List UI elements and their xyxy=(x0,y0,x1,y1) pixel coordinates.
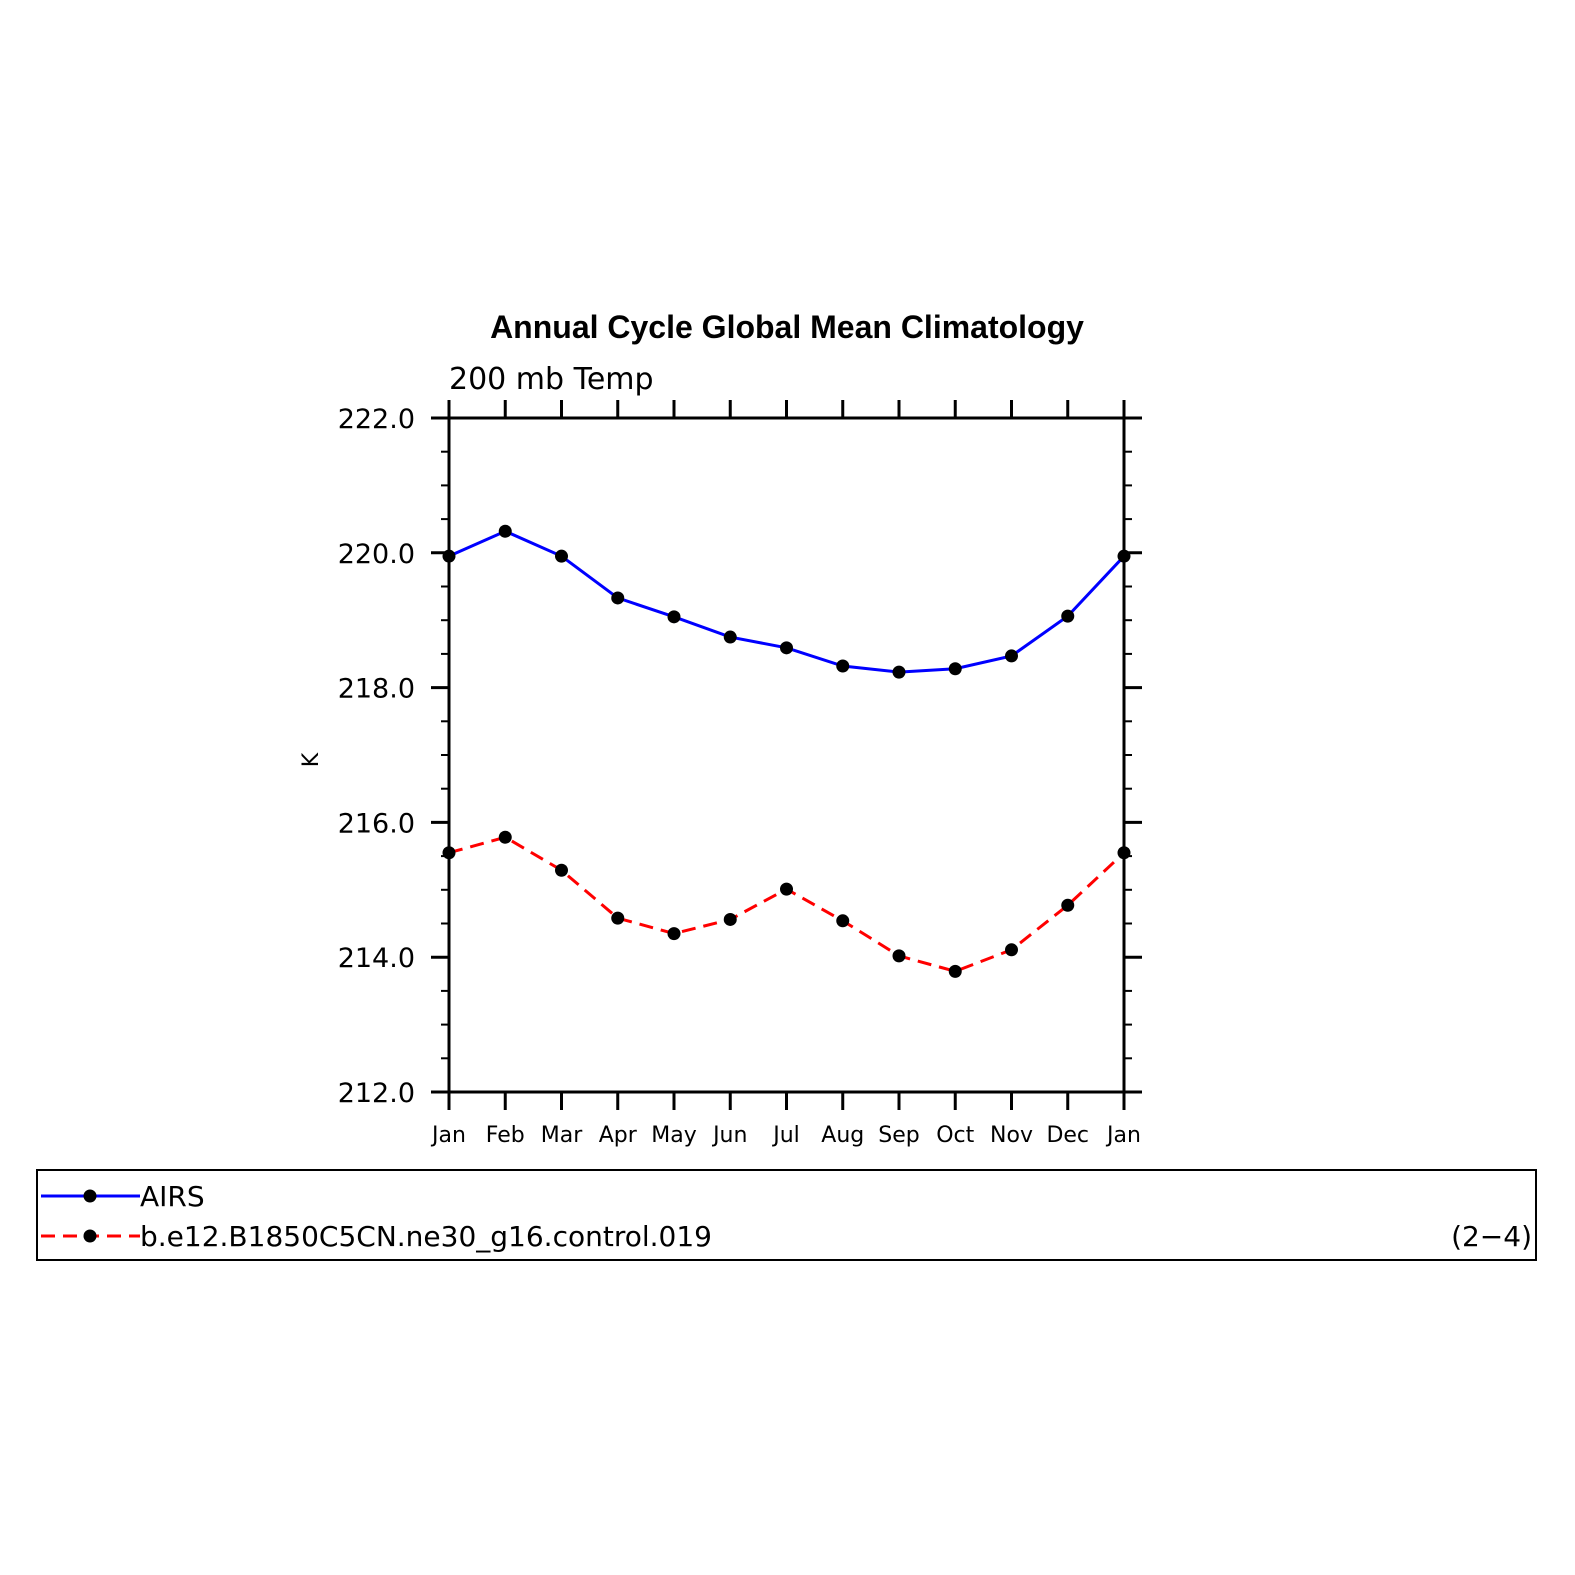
series-1-point xyxy=(1061,898,1075,912)
x-tick-label: Mar xyxy=(541,1123,583,1148)
y-tick-label: 222.0 xyxy=(338,404,415,435)
series-0-point xyxy=(948,662,962,676)
series-0-point xyxy=(555,549,568,563)
axes-ticks: 212.0 214.0 216.0 218.0 220.0 222.0 Jan Feb Mar A… xyxy=(338,400,1142,1148)
y-tick-label: 212.0 xyxy=(338,1078,415,1109)
legend-marker-0 xyxy=(83,1189,97,1203)
series-0-point xyxy=(1061,609,1075,623)
series-group xyxy=(442,524,1131,978)
legend-note: (2−4) xyxy=(1451,1220,1532,1253)
series-0-point xyxy=(1005,649,1018,663)
y-tick-label: 218.0 xyxy=(338,674,415,705)
x-tick-label: Jul xyxy=(771,1123,800,1148)
y-tick-label: 214.0 xyxy=(338,943,415,974)
x-tick-label: Dec xyxy=(1046,1123,1089,1148)
series-0-point xyxy=(780,641,793,655)
legend-label-0: AIRS xyxy=(140,1180,205,1213)
x-tick-label: Oct xyxy=(936,1123,974,1148)
y-tick-label: 216.0 xyxy=(338,808,415,839)
series-line-1 xyxy=(448,835,1126,973)
legend: AIRS b.e12.B1850C5CN.ne30_g16.control.019… xyxy=(36,1169,1537,1261)
x-tick-label: Feb xyxy=(486,1123,525,1148)
series-1-point xyxy=(948,964,962,978)
series-1-point xyxy=(498,830,512,844)
x-tick-label: Apr xyxy=(599,1123,638,1148)
x-tick-label: Jan xyxy=(1105,1123,1141,1148)
series-1-point xyxy=(1005,943,1018,957)
x-tick-label: May xyxy=(651,1123,696,1148)
chart-subtitle: 200 mb Temp xyxy=(449,362,654,397)
series-1-point xyxy=(442,846,456,860)
series-1-point xyxy=(892,949,906,963)
series-1-point xyxy=(611,911,625,925)
x-tick-label: Nov xyxy=(990,1123,1033,1148)
y-tick-label: 220.0 xyxy=(338,539,415,570)
series-1-point xyxy=(555,863,568,877)
series-1-point xyxy=(836,914,850,928)
series-0-point xyxy=(1117,549,1131,563)
series-0-point xyxy=(442,549,456,563)
series-1-point xyxy=(1117,846,1131,860)
series-0-point xyxy=(667,610,681,624)
y-axis-label: K xyxy=(299,752,324,767)
chart-title: Annual Cycle Global Mean Climatology xyxy=(490,309,1084,345)
plot-frame xyxy=(447,416,1126,1094)
x-tick-label: Aug xyxy=(821,1123,864,1148)
series-0-point xyxy=(611,591,625,605)
series-1-point xyxy=(780,882,793,896)
x-tick-label: Jan xyxy=(430,1123,466,1148)
legend-box xyxy=(36,1169,1537,1261)
series-0-point xyxy=(498,524,512,538)
series-0-point xyxy=(892,665,906,679)
series-1-point xyxy=(667,927,681,941)
x-tick-label: Sep xyxy=(878,1123,919,1148)
legend-marker-1 xyxy=(83,1229,97,1243)
series-1-point xyxy=(723,912,737,926)
series-0-point xyxy=(836,659,850,673)
legend-label-1: b.e12.B1850C5CN.ne30_g16.control.019 xyxy=(140,1220,712,1253)
series-0-point xyxy=(723,630,737,644)
x-tick-label: Jun xyxy=(711,1123,747,1148)
